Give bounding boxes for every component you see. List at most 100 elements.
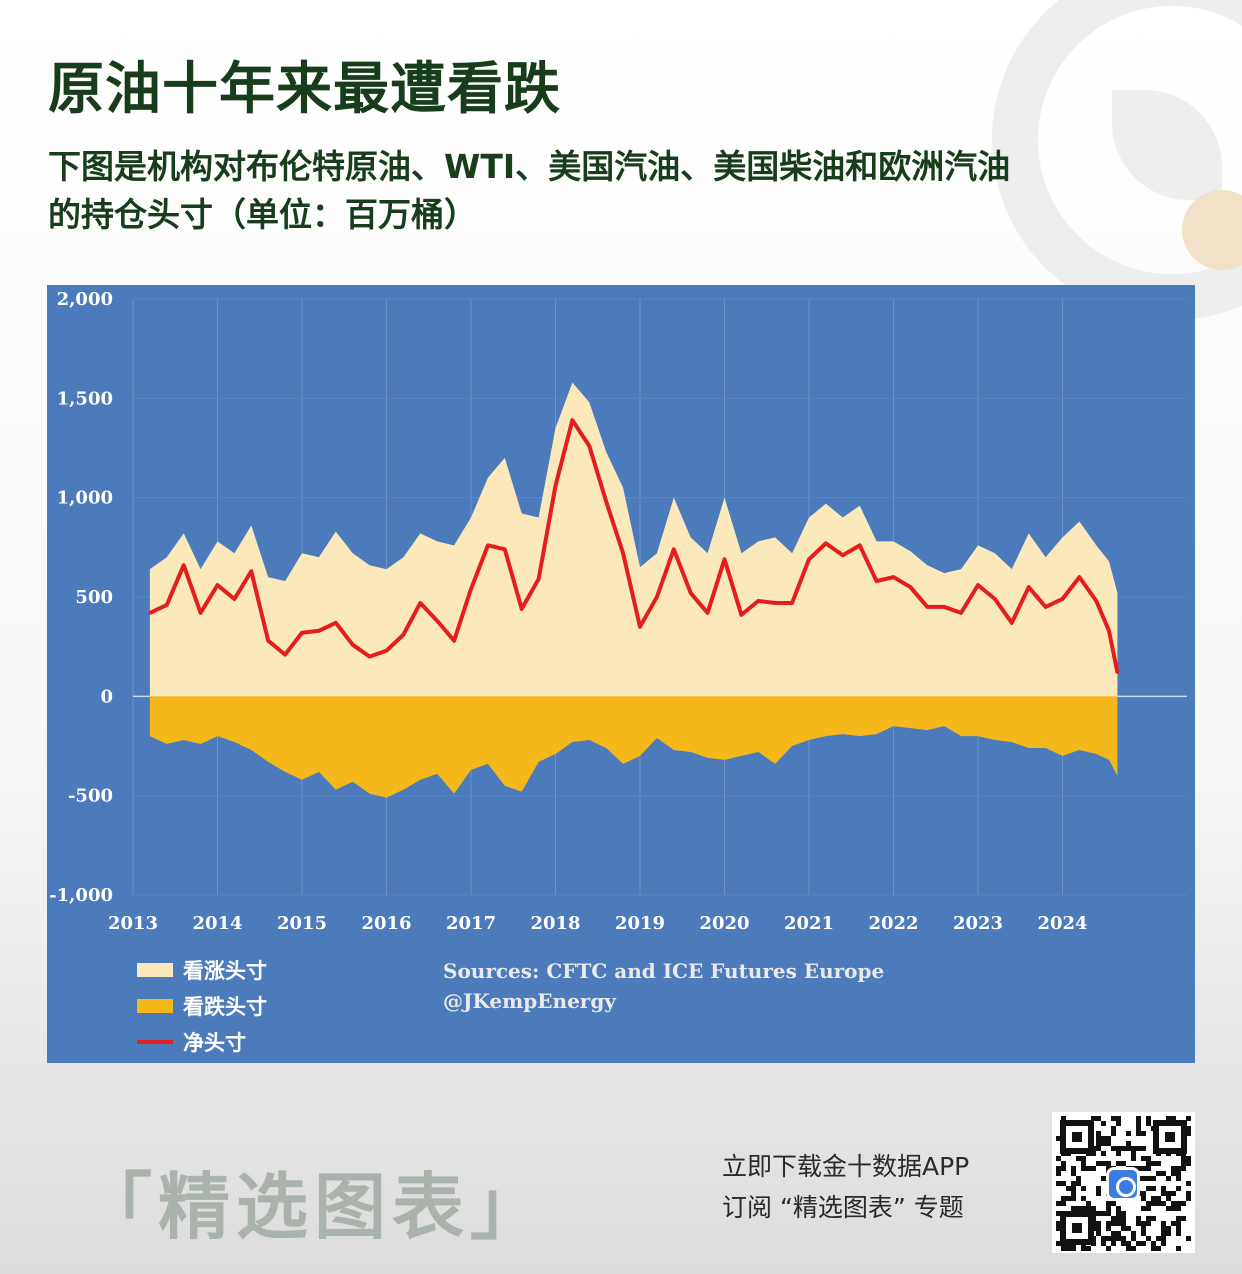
qr-module <box>1126 1241 1131 1246</box>
net-point <box>520 607 524 611</box>
qr-module <box>1166 1231 1171 1236</box>
qr-module <box>1156 1171 1161 1176</box>
legend-label-short: 看跌头寸 <box>183 995 267 1019</box>
qr-module <box>1126 1131 1131 1136</box>
x-tick-label: 2018 <box>530 913 580 934</box>
qr-module <box>1131 1156 1136 1161</box>
qr-module <box>1141 1191 1146 1196</box>
qr-module <box>1081 1186 1086 1191</box>
x-tick-label: 2022 <box>868 913 918 934</box>
qr-module <box>1056 1241 1061 1246</box>
net-point <box>790 601 794 605</box>
x-tick-label: 2014 <box>192 913 242 934</box>
qr-module <box>1141 1221 1146 1226</box>
x-tick-label: 2019 <box>615 913 665 934</box>
legend-item-long: 看涨头寸 <box>137 955 337 985</box>
qr-module <box>1126 1246 1131 1251</box>
y-tick-label: 1,000 <box>57 488 113 509</box>
qr-module <box>1111 1126 1116 1131</box>
legend-swatch-long <box>137 963 173 977</box>
qr-module <box>1061 1116 1066 1121</box>
qr-module <box>1056 1226 1061 1231</box>
net-point <box>1044 605 1048 609</box>
qr-module <box>1146 1166 1151 1171</box>
net-point <box>858 543 862 547</box>
qr-module <box>1106 1236 1111 1241</box>
qr-module <box>1111 1241 1116 1246</box>
series-area-short <box>149 696 1118 798</box>
qr-module <box>1111 1146 1116 1151</box>
qr-module <box>1116 1146 1121 1151</box>
qr-module <box>1101 1211 1106 1216</box>
qr-module <box>1136 1121 1141 1126</box>
qr-module <box>1116 1121 1121 1126</box>
qr-module <box>1141 1131 1146 1136</box>
qr-module <box>1156 1161 1161 1166</box>
qr-module <box>1171 1206 1176 1211</box>
qr-module <box>1171 1191 1176 1196</box>
net-point <box>942 605 946 609</box>
qr-code[interactable] <box>1052 1112 1195 1253</box>
qr-module <box>1141 1226 1146 1231</box>
qr-module <box>1151 1186 1156 1191</box>
net-point <box>908 585 912 589</box>
y-tick-label: -500 <box>68 786 113 807</box>
qr-module <box>1186 1131 1191 1136</box>
qr-module <box>1096 1211 1101 1216</box>
net-point <box>976 583 980 587</box>
qr-module <box>1106 1221 1111 1226</box>
qr-module <box>1186 1196 1191 1201</box>
qr-module <box>1136 1241 1141 1246</box>
qr-module <box>1101 1121 1106 1126</box>
qr-module <box>1086 1166 1091 1171</box>
qr-module <box>1111 1116 1116 1121</box>
qr-module <box>1141 1241 1146 1246</box>
net-point <box>452 639 456 643</box>
qr-module <box>1141 1206 1146 1211</box>
qr-module <box>1071 1166 1076 1171</box>
qr-module <box>1116 1231 1121 1236</box>
qr-module <box>1166 1196 1171 1201</box>
y-tick-label: 2,000 <box>57 289 113 310</box>
qr-module <box>1071 1191 1076 1196</box>
x-tick-label: 2021 <box>784 913 834 934</box>
net-point <box>706 611 710 615</box>
source-handle: @JKempEnergy <box>443 989 616 1013</box>
qr-module <box>1106 1201 1111 1206</box>
qr-module <box>1181 1201 1186 1206</box>
net-point <box>739 613 743 617</box>
qr-module <box>1176 1206 1181 1211</box>
qr-module <box>1176 1171 1181 1176</box>
qr-module <box>1061 1201 1066 1206</box>
qr-module <box>1146 1216 1151 1221</box>
qr-module <box>1151 1201 1156 1206</box>
qr-module <box>1136 1126 1141 1131</box>
qr-module <box>1131 1231 1136 1236</box>
promo-text-download: 立即下载金十数据APP <box>722 1152 970 1181</box>
axis-layer: 2013 2014 2015 2016 2017 2018 2019 2020 2021 2022… <box>49 289 1087 934</box>
area-layer <box>148 382 1120 798</box>
x-tick-label: 2015 <box>277 913 327 934</box>
net-point <box>232 597 236 601</box>
qr-module <box>1121 1236 1126 1241</box>
qr-module <box>1056 1136 1061 1141</box>
qr-module <box>1081 1161 1086 1166</box>
net-point <box>892 575 895 579</box>
qr-module <box>1171 1201 1176 1206</box>
qr-module <box>1171 1171 1176 1176</box>
qr-module <box>1121 1211 1126 1216</box>
qr-finder-top-right <box>1153 1120 1187 1154</box>
net-point <box>925 605 929 609</box>
qr-module <box>1156 1236 1161 1241</box>
qr-module <box>1116 1206 1121 1211</box>
net-point <box>1115 670 1119 674</box>
qr-module <box>1096 1186 1101 1191</box>
qr-module <box>1151 1196 1156 1201</box>
qr-module <box>1156 1201 1161 1206</box>
promo-text-subscribe[interactable]: 订阅 “精选图表” 专题 <box>722 1193 964 1222</box>
qr-module <box>1076 1156 1081 1161</box>
qr-module <box>1126 1226 1131 1231</box>
qr-module <box>1121 1146 1126 1151</box>
qr-module <box>1086 1246 1091 1251</box>
qr-module <box>1146 1236 1151 1241</box>
